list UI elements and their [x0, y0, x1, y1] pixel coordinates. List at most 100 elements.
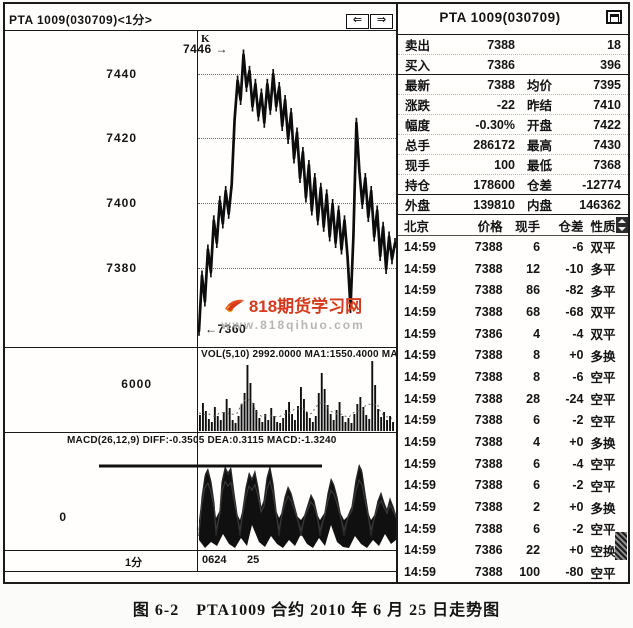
tick-row: 14:59 7388 8 -6 空平: [398, 366, 628, 388]
quote-value: 7386: [487, 57, 515, 72]
tick-price: 7386: [474, 326, 503, 341]
scroll-left-button[interactable]: ⇐: [346, 14, 369, 29]
macd-header: MACD(26,12,9) DIFF:-0.3505 DEA:0.3115 MA…: [67, 435, 337, 446]
tick-row: 14:59 7388 68 -68 双平: [398, 301, 628, 323]
chart-area: PTA 1009(030709)<1分> ⇐ ⇒ K 7440 7420 740…: [5, 4, 456, 582]
col-volume: 现手: [515, 219, 541, 234]
tick-volume: 8: [533, 369, 541, 384]
scrollbar-thumb[interactable]: [615, 532, 627, 560]
x-axis: 1分 0624 25: [5, 550, 396, 572]
date-start-label: 0624: [202, 554, 227, 566]
quote-value: 100: [494, 157, 515, 172]
low-annotation: ←7360: [205, 322, 247, 336]
tick-oi-change: +0: [569, 500, 584, 515]
date-mid-label: 25: [247, 554, 260, 566]
tick-oi-change: -80: [565, 565, 584, 580]
vol-header: VOL(5,10) 2992.0000 MA1:1550.4000 MA2:10…: [201, 349, 457, 360]
watermark-url: www.818qihuo.com: [221, 318, 365, 332]
quote-label: 卖出: [405, 39, 431, 53]
tick-time: 14:59: [404, 435, 436, 450]
quote-rows: 卖出 7388 18 买入 7386 396 最新 7388 均价 7395 涨…: [398, 35, 628, 215]
quote-label: 外盘: [405, 199, 431, 213]
tick-row: 14:59 7388 6 -2 空平: [398, 518, 628, 540]
tick-volume: 2: [533, 500, 541, 515]
quote-value-2: 7430: [593, 137, 621, 152]
watermark: 818期货学习网 www.818qihuo.com: [193, 292, 393, 332]
tick-nature: 多换: [590, 349, 616, 364]
period-label: 1分: [125, 557, 143, 569]
divider-k-vol: [5, 347, 396, 348]
quote-label-2: 最高: [527, 139, 553, 153]
tick-price: 7388: [474, 391, 503, 406]
quote-value: 286172: [473, 137, 515, 152]
col-price: 价格: [477, 219, 503, 234]
quote-row: 最新 7388 均价 7395: [398, 75, 628, 95]
tick-oi-change: -24: [565, 391, 584, 406]
tick-oi-change: -2: [572, 478, 584, 493]
tick-price: 7388: [474, 304, 503, 319]
quote-label: 涨跌: [405, 99, 431, 113]
tick-time: 14:59: [404, 326, 436, 341]
tick-price: 7388: [474, 283, 503, 298]
tick-oi-change: -6: [572, 369, 584, 384]
tick-volume: 6: [533, 239, 541, 254]
tick-time: 14:59: [404, 304, 436, 319]
vol-tick-6000: 6000: [121, 377, 152, 391]
col-oi-change: 仓差: [558, 219, 584, 234]
price-tick-7440: 7440: [106, 67, 137, 81]
tick-nature: 空换: [590, 544, 616, 559]
tick-volume: 6: [533, 413, 541, 428]
tick-scroll-icon[interactable]: [616, 217, 628, 233]
tick-oi-change: +0: [569, 543, 584, 558]
quote-header: PTA 1009(030709): [398, 4, 628, 35]
gridline-7380: [198, 268, 396, 269]
tick-nature: 空平: [590, 393, 616, 408]
tick-nature: 空平: [590, 458, 616, 473]
tick-price: 7388: [474, 413, 503, 428]
quote-value: 7388: [487, 77, 515, 92]
tick-volume: 28: [526, 391, 541, 406]
quote-label-2: 最低: [527, 159, 553, 173]
tick-time: 14:59: [404, 521, 436, 536]
scroll-right-button[interactable]: ⇒: [370, 14, 393, 29]
quote-value-2: 7410: [593, 97, 621, 112]
watermark-title: 818期货学习网: [248, 297, 363, 316]
tick-nature: 多换: [590, 436, 616, 451]
col-nature: 性质: [590, 219, 616, 234]
tick-row: 14:59 7388 6 -2 空平: [398, 475, 628, 497]
quote-panel: PTA 1009(030709) 卖出 7388 18 买入 7386 396 …: [396, 4, 628, 582]
pane-k-label: K: [201, 33, 210, 45]
quote-label-2: 均价: [527, 79, 553, 93]
price-tick-7420: 7420: [106, 131, 137, 145]
tick-row: 14:59 7388 12 -10 多平: [398, 258, 628, 280]
tick-time: 14:59: [404, 391, 436, 406]
high-annotation: 7446 →: [183, 42, 229, 56]
volume-chart: [198, 348, 396, 432]
tick-volume: 86: [526, 283, 541, 298]
tick-volume: 6: [533, 478, 541, 493]
quote-label: 现手: [405, 159, 431, 173]
tick-oi-change: -68: [565, 304, 584, 319]
tick-nature: 空平: [590, 566, 616, 581]
quote-label: 买入: [405, 59, 431, 73]
tick-oi-change: -10: [565, 261, 584, 276]
gridline-7400: [198, 203, 396, 204]
tick-oi-change: -2: [572, 521, 584, 536]
tick-price: 7388: [474, 261, 503, 276]
tick-price: 7388: [474, 456, 503, 471]
divider-vol-macd: [5, 432, 396, 433]
chart-title: PTA 1009(030709)<1分>: [9, 13, 153, 27]
price-tick-7400: 7400: [106, 196, 137, 210]
tick-nature: 空平: [590, 414, 616, 429]
terminal-window: PTA 1009(030709)<1分> ⇐ ⇒ K 7440 7420 740…: [3, 2, 630, 584]
price-chart: [198, 32, 396, 347]
quote-label-2: 仓差: [527, 179, 553, 193]
tick-volume: 6: [533, 456, 541, 471]
tick-volume: 12: [526, 261, 541, 276]
quote-value-2: 7422: [593, 117, 621, 132]
tick-time: 14:59: [404, 348, 436, 363]
tick-price: 7388: [474, 500, 503, 515]
quote-label: 幅度: [405, 119, 431, 133]
tick-row: 14:59 7388 100 -80 空平: [398, 561, 628, 583]
window-icon[interactable]: [606, 10, 622, 24]
